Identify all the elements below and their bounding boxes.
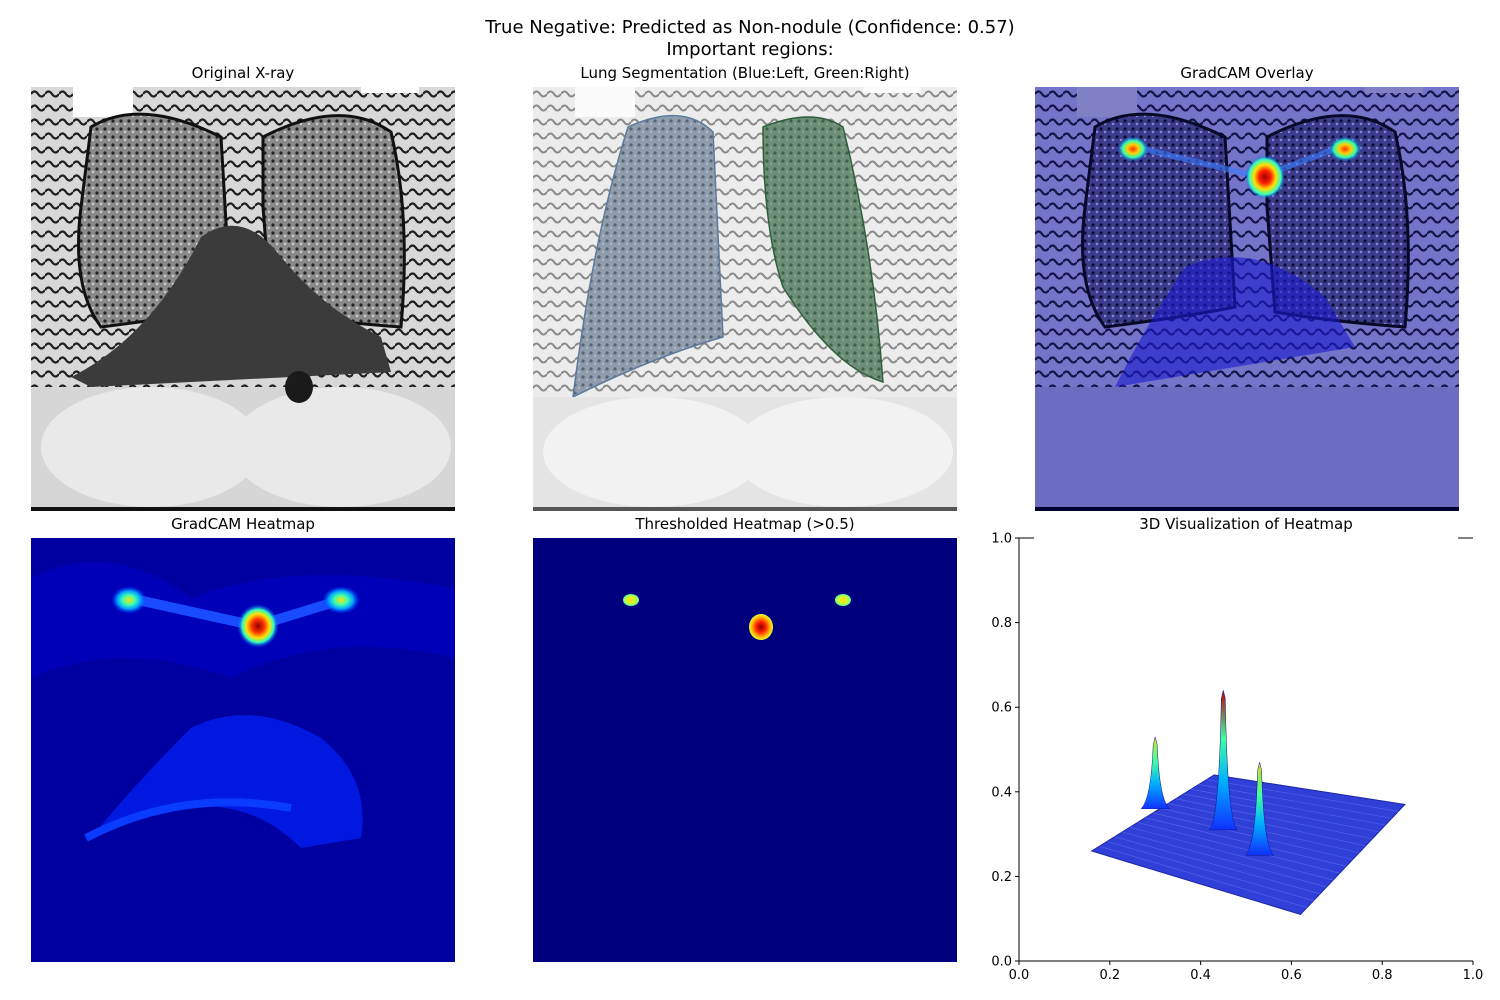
- thresholded-heatmap-title: Thresholded Heatmap (>0.5): [635, 515, 855, 533]
- thresholded-heatmap-image: [533, 538, 957, 962]
- x-tick-label: 0.2: [1099, 968, 1120, 983]
- surface-gridline: [1145, 817, 1347, 867]
- lung-segmentation-title: Lung Segmentation (Blue:Left, Green:Righ…: [580, 64, 910, 82]
- surface-gridline: [1175, 798, 1373, 840]
- surface-peak: [1208, 690, 1238, 831]
- surface-gridline: [1206, 779, 1399, 812]
- lung-segmentation-image: [533, 87, 957, 511]
- y-tick-label: 1.0: [991, 532, 1012, 547]
- right-lung-mask: [762, 116, 884, 384]
- surface-plane: [1090, 774, 1406, 916]
- 3d-visualization-title: 3D Visualization of Heatmap: [1139, 515, 1353, 533]
- surface-gridline: [1099, 845, 1308, 908]
- y-tick-label: 0.0: [991, 955, 1012, 970]
- y-tick-label: 0.2: [991, 870, 1012, 885]
- x-tick-label: 0.8: [1372, 968, 1393, 983]
- y-tick-label: 0.4: [991, 785, 1012, 800]
- y-tick-label: 0.8: [991, 616, 1012, 631]
- y-tick-label: 0.6: [991, 701, 1012, 716]
- gradcam-overlay-title: GradCAM Overlay: [1180, 64, 1314, 82]
- surface-gridline: [1114, 836, 1321, 895]
- surface-gridline: [1183, 793, 1379, 833]
- surface-peak: [1245, 762, 1275, 856]
- original-xray-title: Original X-ray: [191, 64, 295, 82]
- left-lung-mask: [572, 115, 724, 399]
- gradcam-heatmap-image: [31, 538, 455, 962]
- surface-peak: [1140, 736, 1170, 809]
- surface-gridline: [1129, 826, 1334, 881]
- figure-subtitle: Important regions:: [666, 39, 834, 60]
- x-tick-label: 0.6: [1281, 968, 1302, 983]
- surface-gridline: [1198, 784, 1392, 819]
- x-tick-label: 1.0: [1463, 968, 1484, 983]
- gradcam-heatmap-title: GradCAM Heatmap: [171, 515, 315, 533]
- surface-gridline: [1106, 841, 1314, 902]
- x-tick-label: 0.4: [1190, 968, 1211, 983]
- x-tick-label: 0.0: [1009, 968, 1030, 983]
- surface-gridline: [1122, 831, 1327, 888]
- surface-gridline: [1137, 822, 1340, 874]
- gradcam-overlay-image: [1035, 87, 1459, 511]
- 3d-surface-plot: 0.0 0.2 0.4 0.6 0.8 1.0 0.0 0.2 0.4 0.6 0.8 1.0: [991, 532, 1484, 984]
- surface-gridline: [1168, 803, 1366, 847]
- figure-title: True Negative: Predicted as Non-nodule (…: [485, 17, 1015, 38]
- original-xray-image: [31, 87, 455, 511]
- 3d-visualization-chart: 0.0 0.2 0.4 0.6 0.8 1.0 0.0 0.2 0.4 0.6 0.8 1.0: [984, 528, 1489, 998]
